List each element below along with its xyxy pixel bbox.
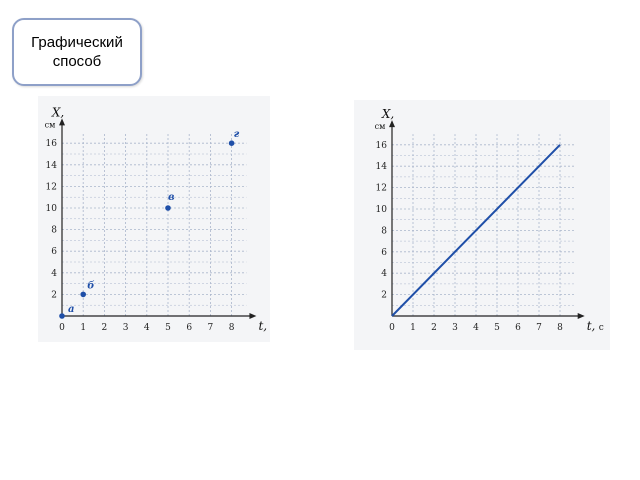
data-point: [80, 291, 86, 298]
x-tick-label: 4: [144, 323, 150, 333]
y-axis-label: X,: [51, 105, 64, 119]
x-tick-label: 2: [431, 323, 437, 333]
x-tick-label: 8: [229, 323, 235, 333]
data-point: [59, 313, 65, 319]
x-axis-arrow: [577, 313, 585, 319]
x-tick-label: 5: [494, 323, 500, 333]
x-tick-label: 4: [473, 323, 479, 333]
y-axis-label: X,: [381, 107, 394, 121]
grid: [62, 132, 247, 316]
x-axis-unit: с: [599, 323, 604, 333]
x-tick-label: 5: [165, 323, 171, 333]
y-tick-label: 12: [376, 184, 387, 194]
y-tick-label: 16: [376, 141, 388, 151]
y-tick-label: 12: [46, 182, 57, 192]
y-tick-label: 14: [46, 161, 58, 171]
y-axis-unit: см: [375, 122, 386, 131]
x-axis-arrow: [249, 313, 257, 319]
y-axis-unit: см: [45, 120, 56, 129]
x-tick-label: 1: [80, 323, 86, 333]
y-tick-label: 16: [46, 139, 58, 149]
data-point-label: б: [87, 280, 94, 291]
x-tick-label: 2: [102, 323, 108, 333]
grid: [392, 134, 575, 316]
slide-title: Графический способ: [31, 34, 123, 70]
y-tick-label: 6: [51, 247, 57, 257]
x-tick-label: 7: [536, 323, 542, 333]
y-tick-label: 10: [376, 205, 388, 215]
y-axis-arrow: [59, 118, 65, 126]
x-tick-label: 1: [410, 323, 416, 333]
data-point: [228, 140, 235, 146]
series-line: [391, 144, 561, 317]
x-tick-label: 7: [208, 323, 214, 333]
x-tick-label: 3: [123, 323, 129, 333]
x-tick-label: 8: [557, 323, 563, 333]
x-tick-label: 0: [389, 323, 395, 333]
y-tick-label: 6: [381, 248, 387, 258]
y-tick-label: 4: [381, 269, 387, 279]
axes: [389, 120, 585, 319]
data-point-label: г: [234, 129, 240, 140]
y-tick-label: 8: [381, 226, 387, 236]
x-axis-label: t,: [258, 319, 267, 333]
y-axis-arrow: [389, 120, 395, 128]
x-axis-label: t,: [587, 319, 596, 333]
data-point-label: в: [168, 192, 175, 203]
y-tick-label: 8: [51, 226, 57, 236]
y-tick-label: 14: [376, 162, 388, 172]
x-tick-label: 3: [452, 323, 458, 333]
y-tick-label: 10: [46, 204, 58, 214]
x-tick-label: 6: [515, 323, 521, 333]
axes: [59, 118, 257, 319]
title-box: Графический способ: [12, 18, 142, 86]
data-point-label: а: [68, 304, 74, 315]
y-tick-label: 2: [51, 290, 57, 300]
y-tick-label: 4: [51, 269, 57, 279]
x-tick-label: 6: [186, 323, 192, 333]
x-tick-label: 0: [59, 323, 65, 333]
data-point: [165, 205, 171, 211]
y-tick-label: 2: [381, 291, 387, 301]
chart-right-panel: 0 1 2 3 4 5 6 7 8 2 4 6 8 10 12 14 16 X, см t, с: [354, 100, 610, 350]
